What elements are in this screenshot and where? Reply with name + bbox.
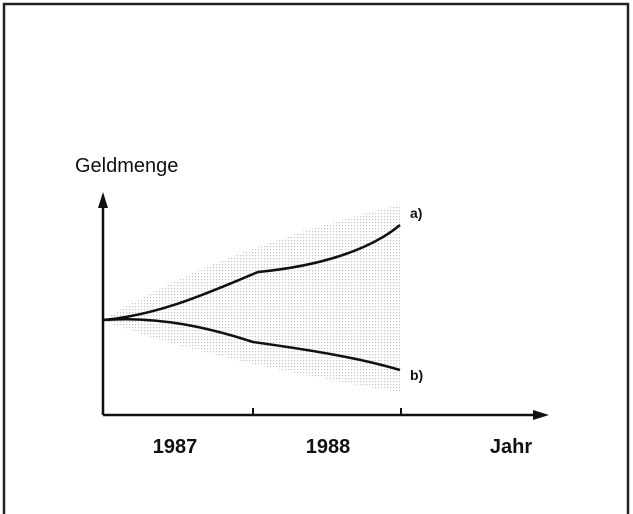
curve-a	[102, 224, 401, 322]
x-axis-arrow	[533, 410, 549, 420]
curve-label: b)	[410, 367, 423, 383]
y-axis-arrow	[98, 192, 108, 208]
curve-b	[102, 317, 401, 372]
spread-area	[103, 205, 400, 392]
x-axis-label: Jahr	[490, 436, 532, 458]
curve-label: a)	[410, 205, 422, 221]
x-label: 1988	[306, 436, 351, 458]
x-label: 1987	[153, 436, 198, 458]
y-axis-label: Geldmenge	[75, 155, 178, 177]
